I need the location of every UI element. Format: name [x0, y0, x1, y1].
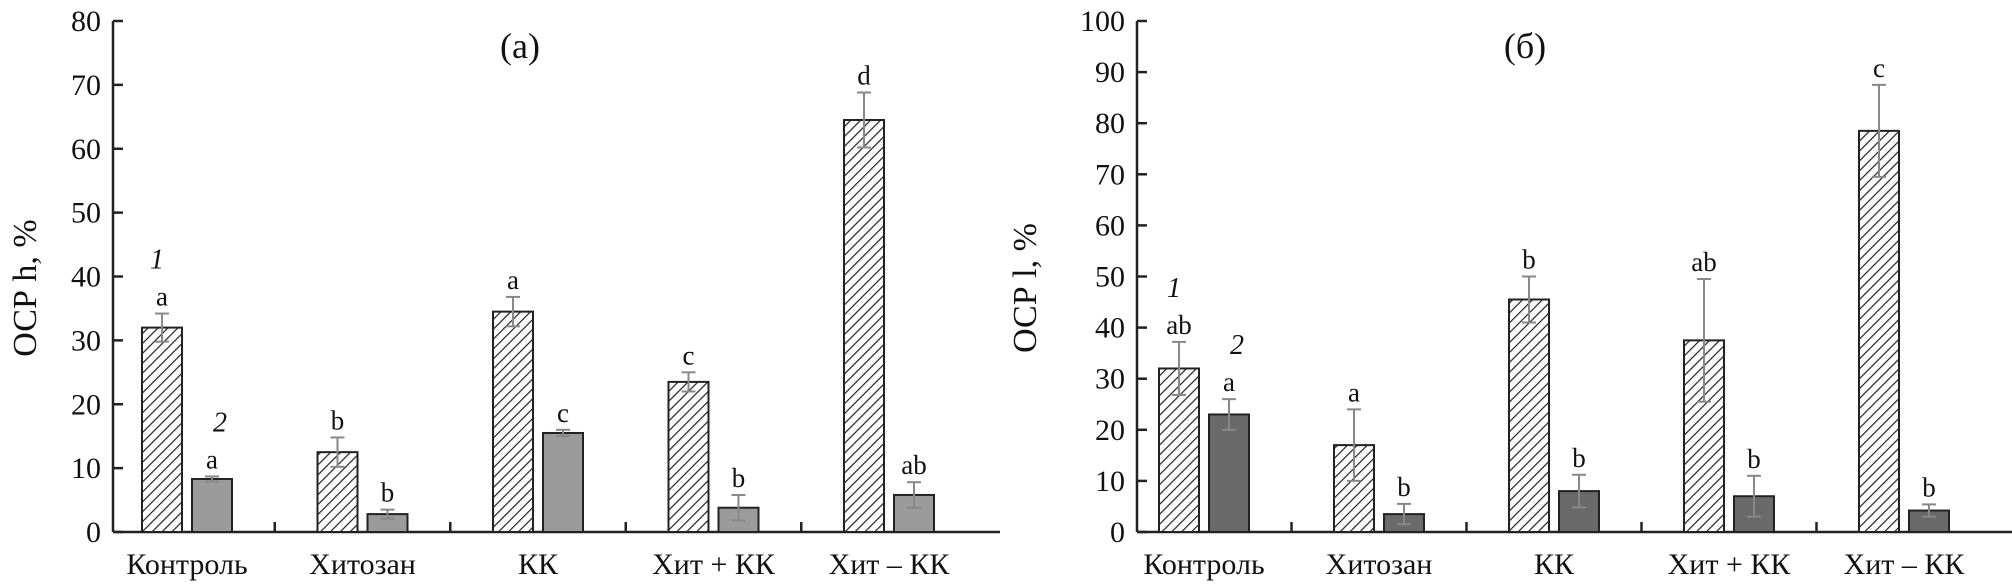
series-number-label: 2	[213, 407, 227, 438]
data-label: a	[1223, 367, 1235, 397]
data-label: a	[1348, 377, 1360, 407]
bar	[542, 431, 584, 533]
data-label: b	[732, 463, 746, 493]
data-label: b	[1522, 245, 1536, 275]
y-tick-label: 0	[86, 516, 101, 549]
bar	[1508, 298, 1550, 533]
data-label: c	[557, 398, 569, 428]
series-number-label: 1	[1167, 273, 1181, 304]
y-tick-label: 70	[1095, 158, 1125, 191]
y-tick-label: 30	[71, 324, 101, 357]
y-tick-label: 100	[1080, 5, 1125, 38]
data-label: b	[1572, 443, 1586, 473]
y-tick-label: 0	[1110, 516, 1125, 549]
data-label: a	[507, 265, 519, 295]
chart-panel-b: (б) ОСР l, % 0 10 20 30 40 50 60 70 80 90 100 Контр…	[1007, 5, 2012, 581]
chart-title: (б)	[1504, 26, 1546, 66]
chart-title: (a)	[500, 26, 540, 66]
data-label: b	[381, 478, 395, 508]
data-label: c	[683, 340, 695, 370]
bar	[1208, 413, 1250, 533]
y-tick-label: 60	[1095, 209, 1125, 242]
bar	[141, 326, 183, 533]
y-tick-label: 60	[71, 133, 101, 166]
data-label: ab	[901, 450, 926, 480]
x-tick-label: Хит + КК	[652, 548, 776, 581]
data-label: ab	[1691, 247, 1716, 277]
y-axis-label: ОСР l, %	[1007, 223, 1044, 353]
bar	[1858, 129, 1900, 534]
y-tick-label: 80	[1095, 107, 1125, 140]
data-label: a	[156, 282, 168, 312]
data-label: b	[1922, 472, 1936, 502]
x-tick-label: Хит + КК	[1668, 548, 1792, 581]
y-tick-label: 20	[71, 388, 101, 421]
x-tick-label: Контроль	[1143, 548, 1264, 581]
y-tick-label: 90	[1095, 56, 1125, 89]
bar	[843, 119, 885, 533]
y-tick-label: 40	[1095, 312, 1125, 345]
data-label: c	[1873, 53, 1885, 83]
data-label: b	[331, 405, 345, 435]
y-tick-label: 70	[71, 69, 101, 102]
series-number-label: 2	[1230, 330, 1244, 361]
x-tick-label: КК	[1534, 548, 1575, 581]
y-tick-label: 10	[71, 452, 101, 485]
data-label: b	[1747, 444, 1761, 474]
y-tick-label: 50	[71, 197, 101, 230]
x-tick-label: Хитозан	[309, 548, 416, 581]
bar	[667, 380, 710, 533]
chart-panel-a: (a) ОСР h, % 0 10 20 30 40 50 60 70 80 Контроль a 1…	[7, 5, 1000, 581]
y-tick-label: 20	[1095, 414, 1125, 447]
y-tick-label: 50	[1095, 261, 1125, 294]
series-number-label: 1	[150, 245, 164, 276]
x-tick-label: Хитозан	[1326, 548, 1433, 581]
y-axis-label: ОСР h, %	[7, 219, 44, 356]
data-label: ab	[1166, 310, 1191, 340]
x-tick-label: Хит – КК	[829, 548, 951, 581]
bar	[191, 477, 233, 534]
y-tick-label: 10	[1095, 465, 1125, 498]
y-tick-label: 40	[71, 261, 101, 294]
data-label: b	[1397, 472, 1411, 502]
y-tick-label: 30	[1095, 363, 1125, 396]
x-tick-label: КК	[518, 548, 559, 581]
data-label: d	[857, 61, 871, 91]
bar	[492, 310, 534, 533]
data-label: a	[206, 444, 218, 474]
y-tick-label: 80	[71, 5, 101, 38]
x-tick-label: Контроль	[126, 548, 247, 581]
x-tick-label: Хит – КК	[1844, 548, 1966, 581]
